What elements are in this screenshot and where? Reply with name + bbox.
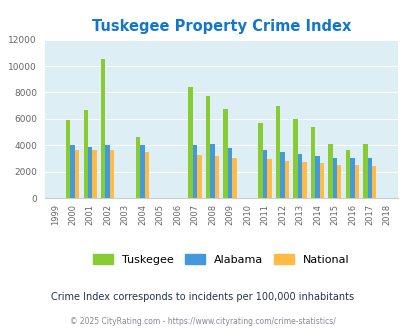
- Bar: [310, 127, 314, 198]
- Bar: [336, 165, 341, 198]
- Text: © 2025 CityRating.com - https://www.cityrating.com/crime-statistics/: © 2025 CityRating.com - https://www.city…: [70, 317, 335, 326]
- Bar: [367, 158, 371, 198]
- Bar: [145, 152, 149, 198]
- Bar: [197, 155, 201, 198]
- Bar: [136, 137, 140, 198]
- Bar: [88, 147, 92, 198]
- Bar: [75, 150, 79, 198]
- Bar: [192, 145, 197, 198]
- Bar: [188, 87, 192, 198]
- Bar: [328, 144, 332, 198]
- Bar: [258, 123, 262, 198]
- Bar: [227, 148, 232, 198]
- Bar: [314, 156, 319, 198]
- Bar: [232, 158, 236, 198]
- Bar: [140, 145, 145, 198]
- Bar: [83, 110, 88, 198]
- Bar: [66, 120, 70, 198]
- Bar: [354, 165, 358, 198]
- Legend: Tuskegee, Alabama, National: Tuskegee, Alabama, National: [93, 254, 349, 265]
- Bar: [332, 158, 336, 198]
- Bar: [362, 144, 367, 198]
- Bar: [70, 145, 75, 198]
- Bar: [210, 144, 214, 198]
- Bar: [350, 158, 354, 198]
- Bar: [297, 154, 301, 198]
- Bar: [266, 159, 271, 198]
- Bar: [214, 156, 219, 198]
- Text: Crime Index corresponds to incidents per 100,000 inhabitants: Crime Index corresponds to incidents per…: [51, 292, 354, 302]
- Bar: [205, 96, 210, 198]
- Bar: [109, 150, 114, 198]
- Bar: [101, 59, 105, 198]
- Title: Tuskegee Property Crime Index: Tuskegee Property Crime Index: [92, 19, 350, 34]
- Bar: [92, 150, 96, 198]
- Bar: [223, 109, 227, 198]
- Bar: [105, 145, 109, 198]
- Bar: [279, 152, 284, 198]
- Bar: [371, 166, 375, 198]
- Bar: [293, 119, 297, 198]
- Bar: [275, 106, 279, 198]
- Bar: [301, 162, 306, 198]
- Bar: [345, 150, 350, 198]
- Bar: [262, 150, 266, 198]
- Bar: [319, 163, 323, 198]
- Bar: [284, 161, 288, 198]
